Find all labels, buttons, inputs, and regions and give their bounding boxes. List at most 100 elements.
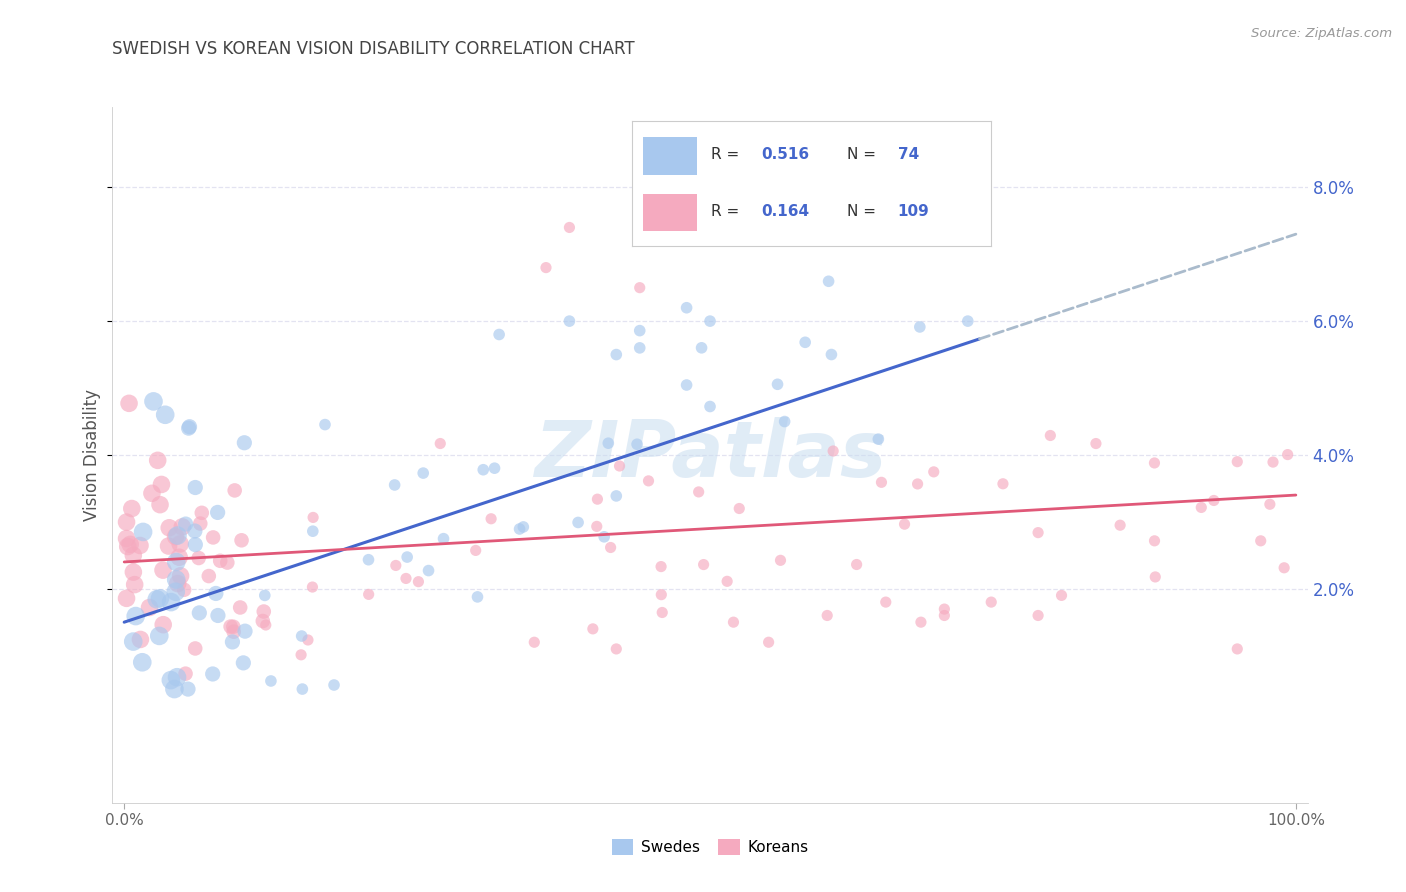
Point (875, 595, 897, 609)
Point (868, 432, 890, 446)
Point (115, 515, 138, 529)
Point (121, 501, 143, 516)
Point (815, 608, 838, 623)
Point (152, 563, 174, 577)
Point (585, 519, 607, 533)
Point (907, 477, 929, 491)
Point (412, 466, 434, 480)
Point (817, 274, 839, 288)
Point (628, 324, 651, 338)
Point (1226, 642, 1249, 657)
Point (1050, 589, 1073, 603)
Point (688, 484, 710, 499)
Point (512, 520, 534, 534)
Point (115, 591, 138, 606)
Point (201, 667, 224, 681)
Point (163, 681, 186, 696)
Point (174, 666, 197, 681)
Point (699, 314, 721, 328)
Point (626, 437, 648, 451)
Point (523, 635, 546, 649)
Point (479, 512, 502, 526)
Point (202, 531, 225, 545)
Point (290, 648, 312, 662)
Point (148, 629, 170, 643)
Point (1144, 570, 1167, 584)
Point (723, 615, 745, 630)
Point (229, 600, 252, 615)
Point (291, 629, 314, 643)
Point (165, 529, 187, 543)
Point (1143, 456, 1166, 470)
Point (184, 641, 207, 656)
Point (191, 506, 214, 520)
Point (1084, 436, 1107, 450)
Point (605, 642, 627, 657)
Point (690, 341, 713, 355)
Point (628, 341, 651, 355)
Point (165, 584, 187, 599)
Point (922, 465, 945, 479)
Y-axis label: Vision Disability: Vision Disability (83, 389, 101, 521)
Point (160, 673, 183, 687)
Point (314, 417, 336, 432)
Point (1039, 428, 1062, 442)
Point (395, 571, 418, 585)
Point (429, 436, 451, 450)
Point (172, 520, 194, 534)
Text: ZIPatlas: ZIPatlas (534, 417, 886, 493)
Point (253, 589, 276, 603)
Point (1109, 518, 1132, 533)
Point (297, 632, 319, 647)
Point (222, 620, 245, 634)
Point (418, 564, 440, 578)
Point (716, 574, 738, 589)
Point (122, 634, 145, 648)
Point (567, 516, 589, 530)
Point (609, 458, 631, 473)
Point (125, 609, 148, 624)
Point (198, 569, 221, 583)
Text: SWEDISH VS KOREAN VISION DISABILITY CORRELATION CHART: SWEDISH VS KOREAN VISION DISABILITY CORR… (112, 40, 636, 58)
Point (254, 618, 277, 632)
Point (558, 314, 581, 328)
Point (207, 608, 229, 623)
Point (221, 635, 243, 649)
Point (150, 477, 173, 491)
Point (165, 573, 187, 587)
Point (233, 435, 256, 450)
Point (728, 501, 751, 516)
Point (124, 577, 146, 591)
Point (252, 614, 274, 628)
Point (142, 394, 165, 409)
Point (472, 463, 495, 477)
Point (980, 595, 1002, 609)
Point (152, 617, 174, 632)
Point (991, 476, 1014, 491)
Point (132, 524, 155, 539)
Point (157, 521, 180, 535)
Point (131, 655, 153, 669)
Point (260, 673, 283, 688)
Point (605, 348, 627, 362)
Point (231, 533, 253, 548)
Point (146, 592, 169, 607)
Point (956, 314, 979, 328)
Point (637, 474, 659, 488)
Point (384, 478, 406, 492)
Point (675, 301, 697, 315)
Point (302, 510, 325, 524)
Point (534, 260, 557, 275)
Point (357, 552, 380, 566)
Point (184, 524, 207, 538)
Point (823, 444, 845, 458)
Point (408, 574, 430, 589)
Point (205, 586, 228, 600)
Point (166, 576, 188, 591)
Point (188, 606, 211, 620)
Point (650, 588, 672, 602)
Point (167, 550, 190, 565)
Point (219, 619, 242, 633)
Point (291, 681, 314, 696)
Point (845, 558, 868, 572)
